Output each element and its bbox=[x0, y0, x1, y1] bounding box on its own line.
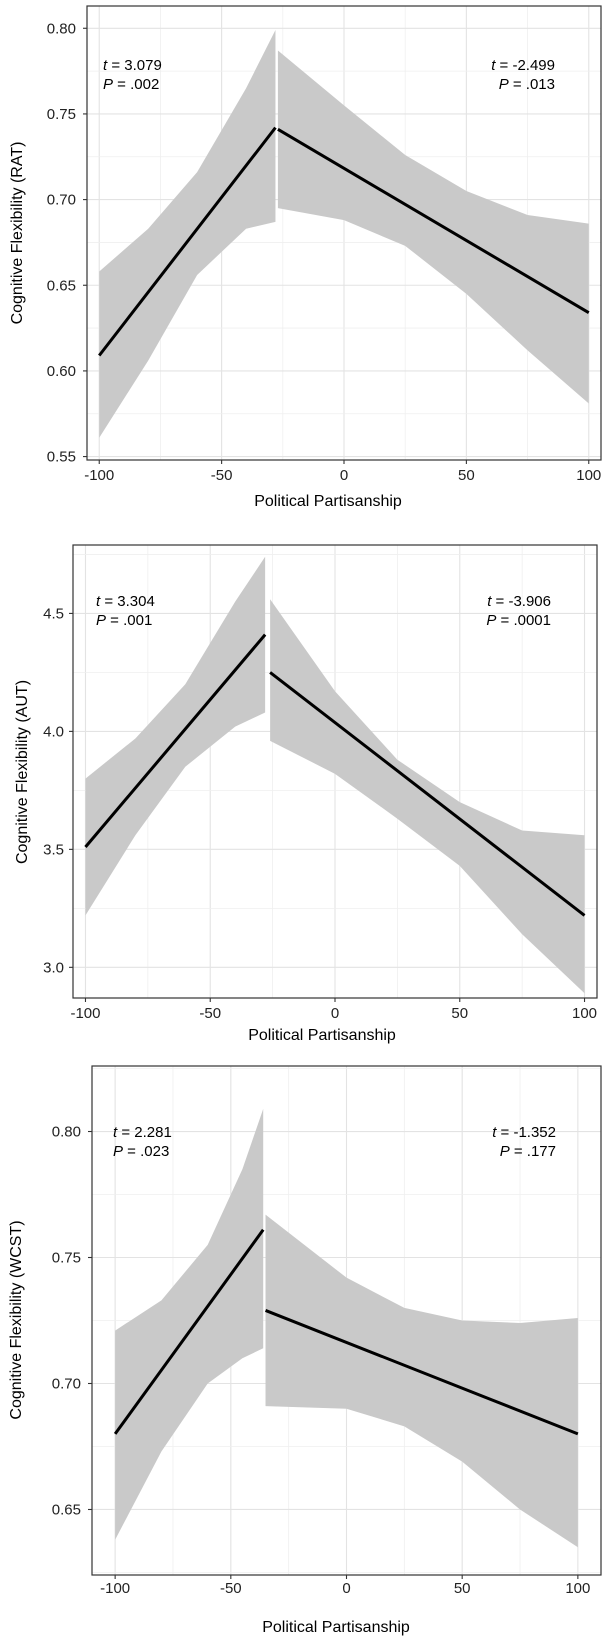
annotation-p-value: P = .023 bbox=[113, 1143, 169, 1160]
x-tick-label: 100 bbox=[565, 1580, 590, 1597]
regression-line-2 bbox=[269, 671, 586, 917]
plot-area: -100 -50 0 50 100 0.65 0.70 0.75 0.80 t = 2.281 P … bbox=[52, 1065, 602, 1597]
regression-line-1 bbox=[113, 1228, 265, 1435]
annotation-p-value: P = .0001 bbox=[486, 612, 551, 629]
y-tick-label: 0.70 bbox=[47, 192, 76, 209]
x-tick-label: 0 bbox=[342, 1580, 350, 1597]
chart-panel-aut: -100 -50 0 50 100 3.0 3.5 4.0 4.5 t = 3.304 P = .0… bbox=[0, 520, 603, 1050]
x-tick-label: -50 bbox=[211, 467, 233, 484]
y-tick-label: 0.65 bbox=[47, 277, 76, 294]
annotation-t-stat: t = 3.304 bbox=[96, 593, 155, 610]
x-tick-label: 100 bbox=[572, 1005, 597, 1022]
y-tick-label: 3.5 bbox=[43, 841, 64, 858]
y-tick-label: 0.60 bbox=[47, 363, 76, 380]
annotation-t-stat: t = -2.499 bbox=[491, 57, 555, 74]
y-tick-label: 0.70 bbox=[52, 1375, 81, 1392]
x-tick-label: 50 bbox=[451, 1005, 468, 1022]
y-tick-label: 4.0 bbox=[43, 723, 64, 740]
regression-line-2 bbox=[277, 128, 590, 314]
x-axis-title: Political Partisanship bbox=[254, 493, 402, 510]
annotation-t-stat: t = -1.352 bbox=[492, 1124, 556, 1141]
y-tick-label: 0.75 bbox=[47, 106, 76, 123]
confidence-band-2 bbox=[277, 50, 589, 404]
y-axis-title: Cognitive Flexibility (AUT) bbox=[14, 680, 31, 864]
chart-svg-rat: -100 -50 0 50 100 0.55 0.60 0.65 0.70 0.75 0.80 t =… bbox=[9, 5, 602, 510]
chart-panel-rat: -100 -50 0 50 100 0.55 0.60 0.65 0.70 0.75 0.80 t =… bbox=[0, 0, 603, 520]
y-tick-label: 4.5 bbox=[43, 605, 64, 622]
y-tick-label: 0.80 bbox=[52, 1124, 81, 1141]
chart-svg-wcst: -100 -50 0 50 100 0.65 0.70 0.75 0.80 t = 2.281 P … bbox=[8, 1065, 602, 1636]
y-axis-title: Cognitive Flexibility (WCST) bbox=[8, 1220, 25, 1419]
annotation-p-value: P = .002 bbox=[103, 76, 159, 93]
y-tick-label: 0.75 bbox=[52, 1250, 81, 1267]
regression-line-2 bbox=[264, 1309, 579, 1436]
regression-line-1 bbox=[84, 633, 267, 848]
annotation-t-stat: t = 2.281 bbox=[113, 1124, 172, 1141]
y-tick-label: 3.0 bbox=[43, 959, 64, 976]
regression-line-1 bbox=[98, 126, 277, 357]
annotation-p-value: P = .001 bbox=[96, 612, 152, 629]
x-tick-label: 0 bbox=[340, 467, 348, 484]
x-tick-label: -100 bbox=[84, 467, 114, 484]
confidence-band-1 bbox=[85, 556, 266, 916]
x-tick-label: 50 bbox=[454, 1580, 471, 1597]
annotation-t-stat: t = -3.906 bbox=[487, 593, 551, 610]
y-tick-label: 0.55 bbox=[47, 449, 76, 466]
y-tick-label: 0.65 bbox=[52, 1501, 81, 1518]
x-axis-title: Political Partisanship bbox=[262, 1619, 410, 1636]
y-axis-title: Cognitive Flexibility (RAT) bbox=[9, 142, 26, 325]
x-tick-label: -50 bbox=[220, 1580, 242, 1597]
annotation-t-stat: t = 3.079 bbox=[103, 57, 162, 74]
x-tick-label: 100 bbox=[576, 467, 601, 484]
x-tick-label: 50 bbox=[458, 467, 475, 484]
confidence-band-1 bbox=[99, 29, 276, 438]
x-axis-title: Political Partisanship bbox=[248, 1027, 396, 1044]
x-tick-label: -100 bbox=[70, 1005, 100, 1022]
x-tick-label: 0 bbox=[331, 1005, 339, 1022]
confidence-band-2 bbox=[270, 599, 585, 994]
chart-svg-aut: -100 -50 0 50 100 3.0 3.5 4.0 4.5 t = 3.304 P = .0… bbox=[14, 544, 598, 1044]
chart-panel-wcst: -100 -50 0 50 100 0.65 0.70 0.75 0.80 t = 2.281 P … bbox=[0, 1050, 603, 1640]
plot-area: -100 -50 0 50 100 3.0 3.5 4.0 4.5 t = 3.304 P = .0… bbox=[43, 544, 598, 1022]
confidence-band-1 bbox=[115, 1108, 264, 1540]
y-tick-label: 0.80 bbox=[47, 20, 76, 37]
x-tick-label: -50 bbox=[199, 1005, 221, 1022]
annotation-p-value: P = .013 bbox=[499, 76, 555, 93]
annotation-p-value: P = .177 bbox=[500, 1143, 556, 1160]
x-tick-label: -100 bbox=[100, 1580, 130, 1597]
plot-area: -100 -50 0 50 100 0.55 0.60 0.65 0.70 0.75 0.80 t =… bbox=[47, 5, 602, 484]
confidence-band-2 bbox=[265, 1214, 578, 1548]
